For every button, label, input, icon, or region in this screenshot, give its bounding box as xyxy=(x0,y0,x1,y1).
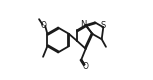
Text: O: O xyxy=(83,62,89,71)
Text: N: N xyxy=(80,20,87,29)
Text: O: O xyxy=(41,21,47,30)
Text: S: S xyxy=(101,21,106,30)
